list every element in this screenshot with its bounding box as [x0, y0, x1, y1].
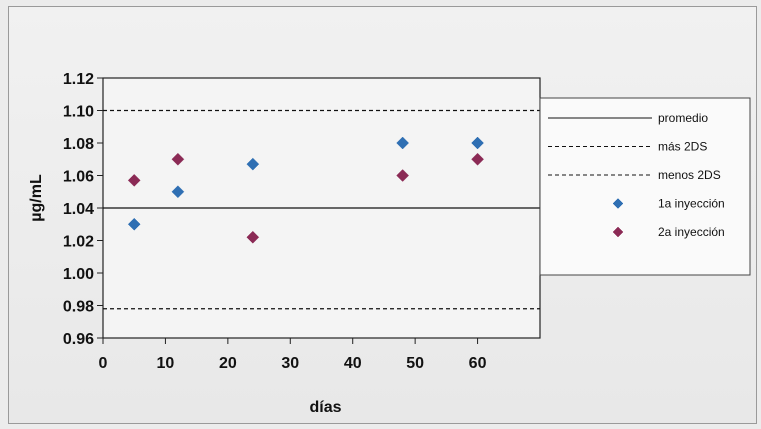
data-point-series-1 [127, 217, 141, 231]
legend-box [539, 97, 751, 276]
y-axis-title: µg/mL [28, 174, 45, 222]
x-tick-label: 30 [281, 355, 299, 372]
legend-marker-series-1 [612, 198, 624, 209]
data-point-series-1 [396, 136, 410, 150]
x-tick-label: 40 [344, 355, 362, 372]
legend-label: 2a inyección [658, 225, 725, 239]
legend-marker-series-2 [612, 226, 624, 238]
data-point-series-2 [471, 152, 484, 166]
data-point-series-2 [396, 169, 410, 182]
y-tick-label: 1.00 [63, 266, 94, 283]
x-tick-label: 50 [406, 355, 424, 372]
y-tick-label: 0.96 [63, 331, 94, 348]
data-point-series-2 [127, 174, 141, 187]
y-tick-label: 1.12 [63, 71, 94, 88]
x-tick-label: 10 [157, 355, 175, 372]
y-tick-label: 1.06 [63, 169, 94, 186]
y-tick-label: 1.04 [63, 201, 94, 218]
data-point-series-2 [171, 152, 185, 166]
y-tick-label: 1.02 [63, 234, 94, 251]
data-point-series-1 [246, 157, 260, 171]
data-point-series-1 [471, 136, 484, 150]
x-axis-title: días [309, 399, 341, 416]
data-point-series-2 [246, 230, 260, 244]
legend-label: menos 2DS [658, 168, 721, 182]
legend-label: más 2DS [658, 140, 707, 154]
y-tick-label: 0.98 [63, 299, 94, 316]
y-tick-label: 1.10 [63, 104, 94, 121]
x-tick-label: 60 [469, 355, 487, 372]
x-tick-label: 0 [99, 355, 108, 372]
x-tick-label: 20 [219, 355, 237, 372]
legend-label: promedio [658, 111, 708, 125]
legend-label: 1a inyección [658, 197, 725, 211]
data-point-series-1 [171, 185, 185, 199]
y-tick-label: 1.08 [63, 136, 94, 153]
